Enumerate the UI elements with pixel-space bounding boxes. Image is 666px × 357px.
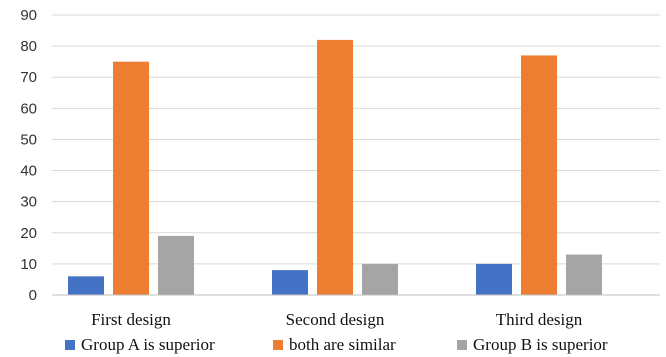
y-tick-label: 50 [20,131,37,148]
bar [68,276,104,295]
bars [68,39,602,296]
bar [272,270,308,295]
y-tick-label: 20 [20,225,37,242]
y-axis-ticks: 0 10 20 30 40 50 60 70 80 90 [20,7,37,304]
bar [113,61,149,295]
y-tick-label: 70 [20,69,37,86]
legend-swatch [65,340,75,350]
bar [362,263,398,295]
bar [317,39,353,296]
x-category-label: First design [91,310,171,329]
legend-label: both are similar [289,335,396,354]
legend-swatch [273,340,283,350]
y-tick-label: 0 [29,287,37,304]
y-tick-label: 10 [20,256,37,273]
y-tick-label: 80 [20,38,37,55]
bar [158,235,194,295]
x-category-label: Third design [496,310,583,329]
bar [476,263,512,295]
legend-label: Group B is superior [473,335,608,354]
legend-label: Group A is superior [81,335,215,354]
x-axis-categories: First design Second design Third design [91,310,583,329]
legend: Group A is superior both are similar Group… [65,335,608,354]
y-tick-label: 40 [20,163,37,180]
y-tick-label: 30 [20,194,37,211]
bar [521,55,557,295]
legend-swatch [457,340,467,350]
bar [566,254,602,295]
y-tick-label: 60 [20,100,37,117]
gridlines [52,14,660,265]
y-tick-label: 90 [20,7,37,24]
x-category-label: Second design [286,310,385,329]
